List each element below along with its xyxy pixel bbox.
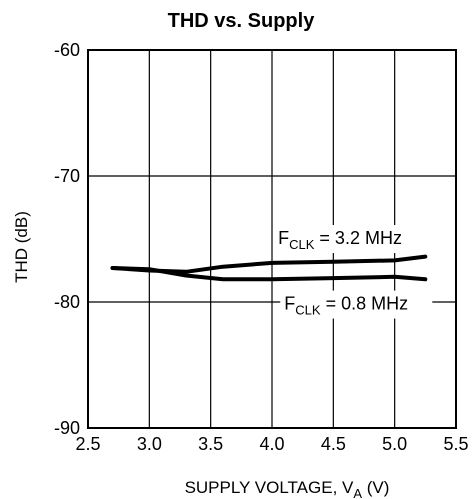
y-tick-label: -90	[54, 418, 80, 438]
annotation-bg	[280, 290, 433, 319]
x-tick-label: 5.5	[443, 434, 468, 454]
y-tick-label: -80	[54, 292, 80, 312]
series-label-2: FCLK = 0.8 MHz	[284, 294, 408, 318]
plot-frame	[87, 49, 457, 429]
x-axis-label-main: SUPPLY VOLTAGE, V	[185, 478, 354, 497]
series-annotations: FCLK = 3.2 MHz FCLK = 0.8 MHz	[274, 225, 433, 319]
y-tick-label: -70	[54, 166, 80, 186]
series-line-2	[110, 266, 428, 282]
x-tick-label: 5.0	[382, 434, 407, 454]
y-tick-labels: -90 -80 -70 -60	[54, 40, 80, 438]
x-tick-label: 3.5	[198, 434, 223, 454]
x-tick-label: 4.5	[321, 434, 346, 454]
x-axis-label: SUPPLY VOLTAGE, VA (V)	[185, 478, 390, 499]
y-axis-label: THD (dB)	[12, 211, 31, 283]
annotation-bg	[274, 225, 427, 254]
x-tick-label: 2.5	[75, 434, 100, 454]
chart-title: THD vs. Supply	[168, 10, 316, 32]
series-lines	[110, 254, 428, 282]
y-tick-label: -60	[54, 40, 80, 60]
series-label-1: FCLK = 3.2 MHz	[278, 228, 402, 252]
x-tick-labels: 2.5 3.0 3.5 4.0 4.5 5.0 5.5	[75, 434, 468, 454]
x-tick-label: 4.0	[259, 434, 284, 454]
x-tick-label: 3.0	[137, 434, 162, 454]
